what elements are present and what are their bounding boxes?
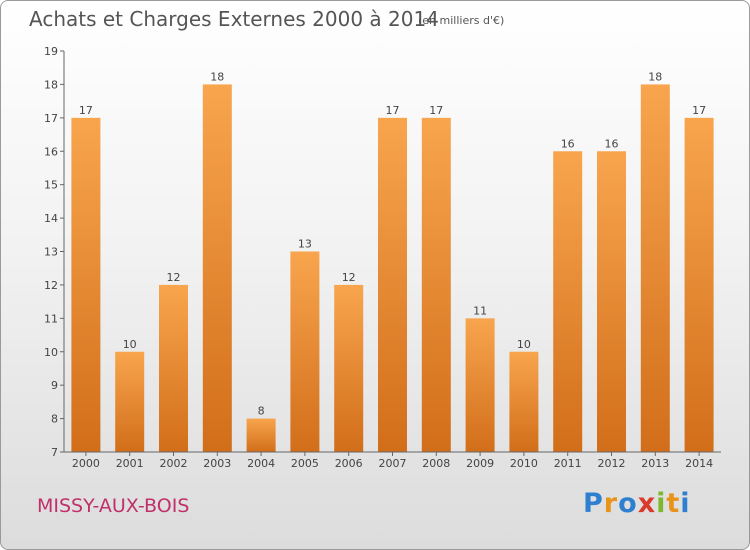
x-tick-label-2008: 2008 bbox=[422, 457, 450, 470]
bar-2005[interactable] bbox=[290, 251, 320, 453]
y-tick-label: 14 bbox=[44, 212, 58, 225]
logo-letter: r bbox=[603, 488, 619, 519]
x-tick-label-2003: 2003 bbox=[203, 457, 231, 470]
y-tick-label: 12 bbox=[44, 279, 58, 292]
value-label-2008: 17 bbox=[429, 104, 443, 117]
bar-2000[interactable] bbox=[71, 117, 101, 452]
commune-name: MISSY-AUX-BOIS bbox=[37, 495, 190, 517]
bar-2006[interactable] bbox=[334, 284, 364, 452]
bar-2010[interactable] bbox=[509, 351, 539, 452]
x-tick-label-2005: 2005 bbox=[291, 457, 319, 470]
x-tick-label-2007: 2007 bbox=[379, 457, 407, 470]
bar-2001[interactable] bbox=[115, 351, 145, 452]
value-label-2009: 11 bbox=[473, 304, 487, 317]
bar-2012[interactable] bbox=[597, 151, 626, 452]
bar-2014[interactable] bbox=[684, 117, 714, 452]
value-label-2003: 18 bbox=[210, 70, 224, 83]
x-tick-label-2002: 2002 bbox=[160, 457, 188, 470]
x-tick-label-2010: 2010 bbox=[510, 457, 538, 470]
value-label-2005: 13 bbox=[298, 238, 312, 251]
y-tick-label: 11 bbox=[44, 312, 58, 325]
x-tick-label-2011: 2011 bbox=[554, 457, 582, 470]
x-tick-label-2006: 2006 bbox=[335, 457, 363, 470]
value-label-2011: 16 bbox=[561, 137, 575, 150]
y-tick-label: 16 bbox=[44, 145, 58, 158]
y-tick-label: 7 bbox=[51, 446, 58, 459]
x-tick-label-2001: 2001 bbox=[116, 457, 144, 470]
value-label-2012: 16 bbox=[605, 137, 619, 150]
value-label-2004: 8 bbox=[258, 405, 265, 418]
logo-letter: t bbox=[666, 488, 681, 519]
chart-title: Achats et Charges Externes 2000 à 2014 bbox=[29, 7, 439, 31]
x-tick-label-2012: 2012 bbox=[598, 457, 626, 470]
value-label-2001: 10 bbox=[123, 338, 137, 351]
labels-layer: 7 8 9 10 11 12 13 14 15 16 17 18 19 17 2000 10 2001 12 200… bbox=[44, 45, 713, 470]
axis-layer bbox=[60, 50, 721, 456]
logo-letter: i bbox=[680, 488, 691, 519]
logo-letter: i bbox=[656, 488, 667, 519]
value-label-2000: 17 bbox=[79, 104, 93, 117]
x-tick-label-2014: 2014 bbox=[685, 457, 713, 470]
y-tick-label: 8 bbox=[51, 413, 58, 426]
proxiti-logo[interactable]: Proxiti bbox=[583, 488, 691, 519]
y-tick-label: 17 bbox=[44, 112, 58, 125]
value-label-2006: 12 bbox=[342, 271, 356, 284]
bar-2011[interactable] bbox=[553, 151, 583, 452]
value-label-2013: 18 bbox=[648, 70, 662, 83]
x-tick-label-2004: 2004 bbox=[247, 457, 275, 470]
y-tick-label: 10 bbox=[44, 346, 58, 359]
x-tick-label-2013: 2013 bbox=[641, 457, 669, 470]
logo-letter: o bbox=[618, 488, 638, 519]
bar-2003[interactable] bbox=[202, 84, 232, 453]
y-tick-label: 9 bbox=[51, 379, 58, 392]
y-tick-label: 13 bbox=[44, 246, 58, 259]
chart-subtitle: (en milliers d'€) bbox=[418, 14, 505, 27]
value-label-2002: 12 bbox=[167, 271, 181, 284]
bar-2004[interactable] bbox=[246, 418, 276, 452]
bar-2008[interactable] bbox=[421, 117, 451, 452]
logo-letter: P bbox=[583, 488, 604, 519]
value-label-2010: 10 bbox=[517, 338, 531, 351]
y-tick-label: 18 bbox=[44, 78, 58, 91]
bar-2007[interactable] bbox=[378, 117, 407, 452]
bars-layer bbox=[71, 84, 714, 453]
y-tick-label: 15 bbox=[44, 179, 58, 192]
value-label-2007: 17 bbox=[386, 104, 400, 117]
bar-2002[interactable] bbox=[159, 284, 188, 452]
x-tick-label-2009: 2009 bbox=[466, 457, 494, 470]
x-tick-label-2000: 2000 bbox=[72, 457, 100, 470]
logo-letter: x bbox=[637, 488, 657, 519]
bar-2013[interactable] bbox=[640, 84, 670, 453]
bar-2009[interactable] bbox=[465, 318, 495, 452]
y-tick-label: 19 bbox=[44, 45, 58, 58]
value-label-2014: 17 bbox=[692, 104, 706, 117]
